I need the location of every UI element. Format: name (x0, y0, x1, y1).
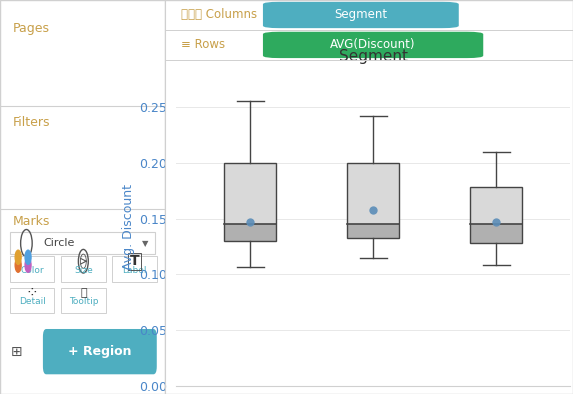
Text: Pages: Pages (13, 22, 50, 35)
Text: Segment: Segment (334, 9, 387, 21)
Text: ⊞: ⊞ (11, 345, 22, 359)
Text: Detail: Detail (19, 297, 46, 306)
Text: Label: Label (122, 266, 147, 275)
Text: 💬: 💬 (80, 288, 87, 298)
Circle shape (25, 250, 31, 264)
Bar (225, 224, 276, 241)
Text: ⁘: ⁘ (26, 285, 38, 300)
Y-axis label: Avg. Discount: Avg. Discount (121, 184, 135, 270)
FancyBboxPatch shape (10, 288, 54, 313)
Bar (225, 163, 276, 241)
FancyBboxPatch shape (61, 288, 105, 313)
Text: ⦁⦁⦁ Columns: ⦁⦁⦁ Columns (181, 9, 257, 21)
Text: Tooltip: Tooltip (69, 297, 98, 306)
Text: Marks: Marks (13, 215, 50, 228)
Text: + Region: + Region (68, 345, 132, 358)
Text: Color: Color (21, 266, 44, 275)
Circle shape (15, 250, 21, 264)
Circle shape (15, 258, 21, 272)
FancyBboxPatch shape (112, 256, 157, 282)
Bar (347, 224, 399, 238)
FancyBboxPatch shape (263, 2, 459, 28)
FancyBboxPatch shape (43, 329, 157, 374)
Circle shape (25, 258, 31, 272)
Text: Size: Size (74, 266, 93, 275)
Bar (470, 224, 522, 243)
Text: Circle: Circle (43, 238, 74, 248)
FancyBboxPatch shape (10, 232, 155, 254)
FancyBboxPatch shape (10, 256, 54, 282)
Text: ▼: ▼ (142, 239, 148, 248)
Bar (470, 187, 522, 224)
Bar (225, 163, 276, 224)
Text: Filters: Filters (13, 116, 50, 129)
FancyBboxPatch shape (61, 256, 105, 282)
Text: AVG(Discount): AVG(Discount) (331, 39, 416, 51)
Bar (347, 163, 399, 224)
Title: Segment: Segment (339, 49, 408, 64)
Text: T: T (129, 254, 139, 268)
Bar (470, 187, 522, 243)
Text: ≡ Rows: ≡ Rows (181, 39, 225, 51)
FancyBboxPatch shape (263, 32, 483, 58)
Bar (347, 163, 399, 238)
